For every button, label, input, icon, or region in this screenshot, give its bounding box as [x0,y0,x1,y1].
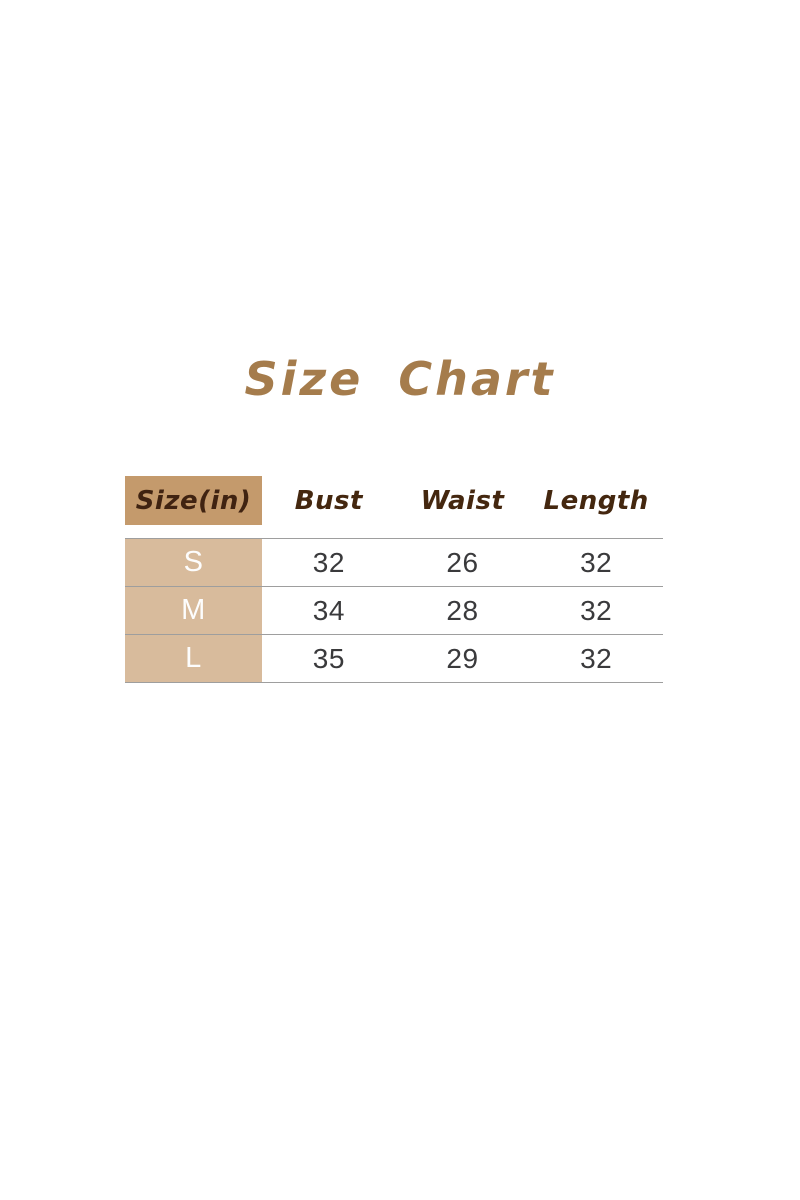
bust-value-m: 34 [262,587,396,634]
size-table: Size(in) Bust Waist Length S 32 26 32 M … [125,476,663,683]
bust-value-s: 32 [262,539,396,586]
header-size-in: Size(in) [125,476,262,525]
header-bust: Bust [294,485,363,516]
table-row-m: M 34 28 32 [125,586,663,634]
waist-value-s: 26 [395,539,530,586]
page-title: Size Chart [244,352,556,406]
length-value-m: 32 [529,587,663,634]
header-length: Length [543,485,649,516]
waist-value-m: 28 [395,587,530,634]
table-header-row: Size(in) Bust Waist Length [125,476,663,525]
length-value-l: 32 [529,635,663,682]
table-row-s: S 32 26 32 [125,538,663,586]
size-label-m: M [125,587,262,634]
header-waist: Waist [420,485,505,516]
length-value-s: 32 [529,539,663,586]
bust-value-l: 35 [262,635,396,682]
waist-value-l: 29 [395,635,530,682]
size-label-l: L [125,635,262,682]
table-body: S 32 26 32 M 34 28 32 L 35 29 32 [125,538,663,683]
size-label-s: S [125,539,262,586]
table-row-l: L 35 29 32 [125,634,663,682]
